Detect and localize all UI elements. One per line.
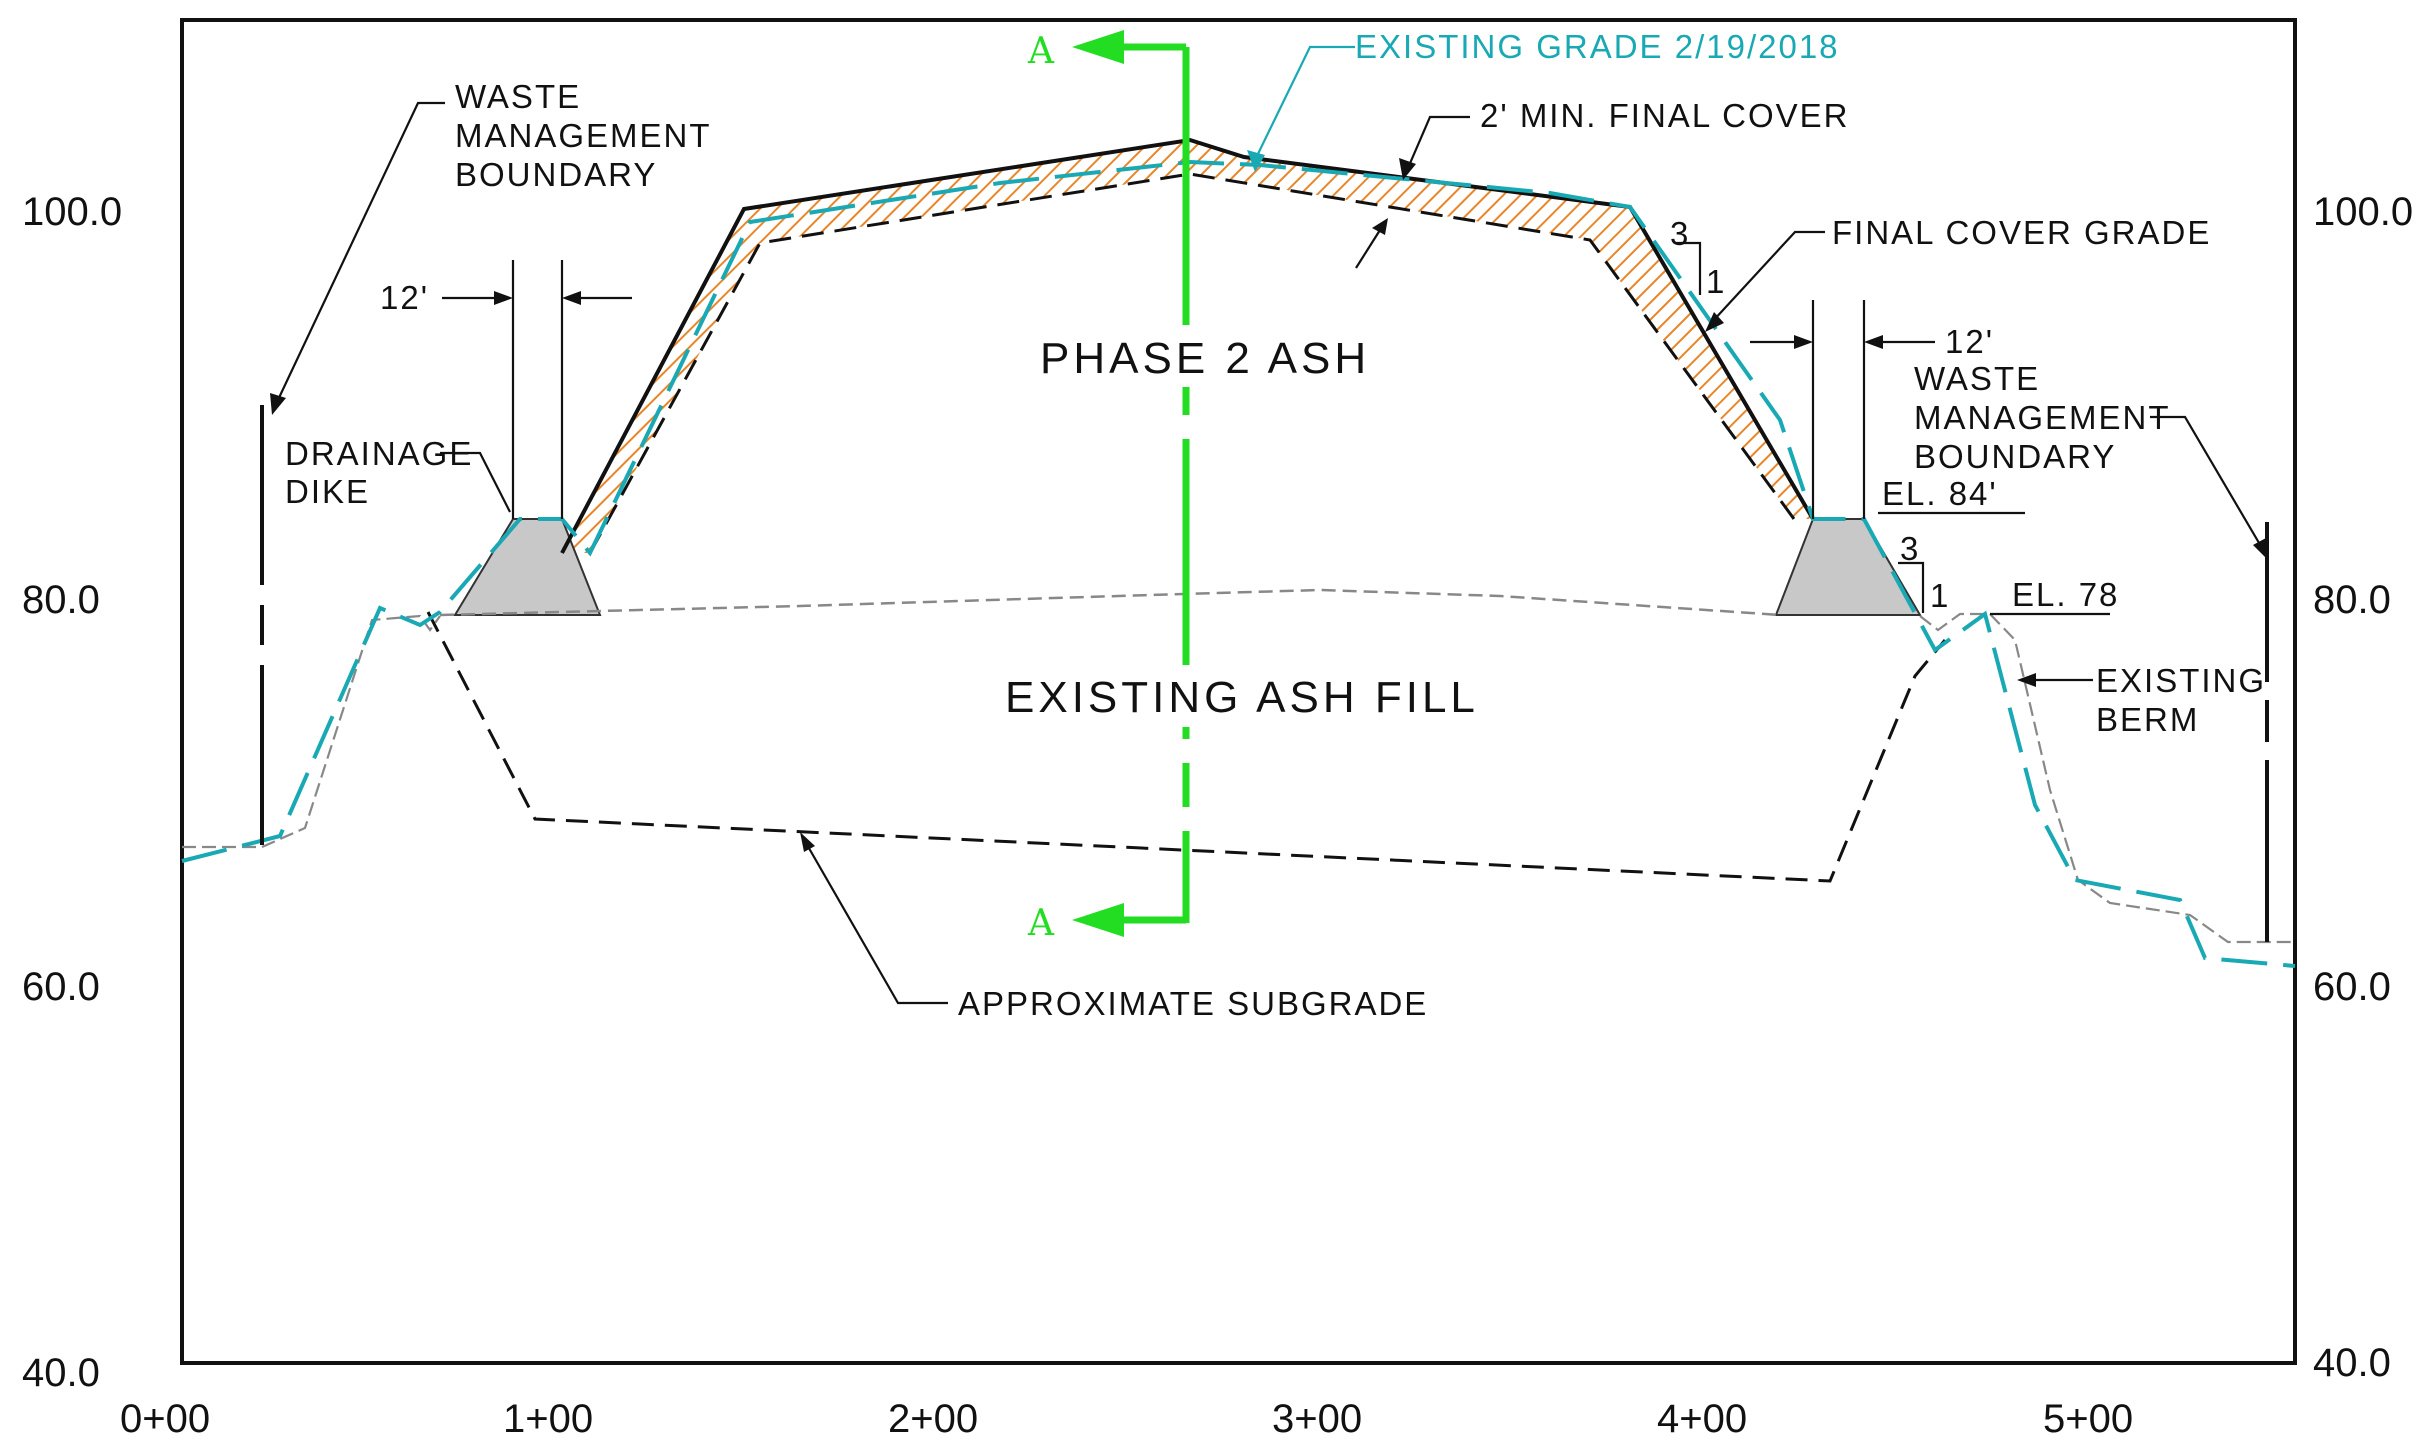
slope-rise-upper: 3 <box>1670 215 1690 252</box>
y-left-label-60: 60.0 <box>22 965 100 1009</box>
wmb-right-line1: WASTE <box>1914 360 2040 397</box>
final-cover-grade-note: FINAL COVER GRADE <box>1832 214 2211 251</box>
y-left-label-100: 100.0 <box>22 190 122 234</box>
drainage-dike-line2: DIKE <box>285 473 370 510</box>
x-label-5: 5+00 <box>2043 1397 2133 1441</box>
ash-surface-line <box>439 588 1781 617</box>
approximate-subgrade-note: APPROXIMATE SUBGRADE <box>958 985 1428 1022</box>
slope-run-upper: 1 <box>1706 263 1726 300</box>
wmb-left-line1: WASTE <box>455 78 581 115</box>
phase-2-ash-label: PHASE 2 ASH <box>1040 334 1370 383</box>
section-mark-bottom: A <box>1027 903 1055 944</box>
y-right-label-80: 80.0 <box>2313 578 2391 622</box>
x-label-3: 3+00 <box>1272 1397 1362 1441</box>
x-label-4: 4+00 <box>1657 1397 1747 1441</box>
section-arrow-bottom <box>1072 903 1124 937</box>
min-final-cover-note: 2' MIN. FINAL COVER <box>1480 97 1849 134</box>
y-left-label-80: 80.0 <box>22 578 100 622</box>
existing-berm-line2: BERM <box>2096 701 2199 738</box>
x-label-0: 0+00 <box>120 1397 210 1441</box>
section-mark-top: A <box>1027 31 1055 72</box>
original-ground-line <box>182 614 441 849</box>
wmb-right-line2: MANAGEMENT <box>1914 399 2171 436</box>
top-of-ash-line <box>588 172 1796 554</box>
y-right-label-100: 100.0 <box>2313 190 2413 234</box>
fill-label-mask <box>1000 665 1450 727</box>
wmb-left-line2: MANAGEMENT <box>455 117 712 154</box>
phase-label-mask <box>1030 325 1380 387</box>
slope-rise-lower: 3 <box>1900 530 1920 567</box>
y-right-label-40: 40.0 <box>2313 1341 2391 1385</box>
drainage-dike-line1: DRAINAGE <box>285 435 473 472</box>
el-84-label: EL. 84' <box>1882 475 1998 512</box>
approximate-subgrade-line <box>426 611 1947 883</box>
drainage-dike-right <box>1774 518 1922 616</box>
original-ground-line-right <box>1919 612 2295 944</box>
section-arrow-top <box>1072 30 1124 64</box>
slope-run-lower: 1 <box>1930 577 1950 614</box>
offset-left: 12' <box>380 279 429 316</box>
plot-frame <box>180 18 2297 1365</box>
wmb-right-line3: BOUNDARY <box>1914 438 2116 475</box>
existing-berm-line1: EXISTING <box>2096 662 2266 699</box>
offset-right: 12' <box>1945 323 1994 360</box>
y-right-label-60: 60.0 <box>2313 965 2391 1009</box>
el-78-label: EL. 78 <box>2012 576 2119 613</box>
final-cover-grade-line <box>560 137 1815 554</box>
x-label-2: 2+00 <box>888 1397 978 1441</box>
existing-grade-line <box>181 159 2296 968</box>
y-left-label-40: 40.0 <box>22 1351 100 1395</box>
existing-grade-note: EXISTING GRADE 2/19/2018 <box>1355 28 1840 65</box>
existing-ash-fill-label: EXISTING ASH FILL <box>1005 673 1479 722</box>
wmb-left-line3: BOUNDARY <box>455 156 657 193</box>
x-label-1: 1+00 <box>503 1397 593 1441</box>
